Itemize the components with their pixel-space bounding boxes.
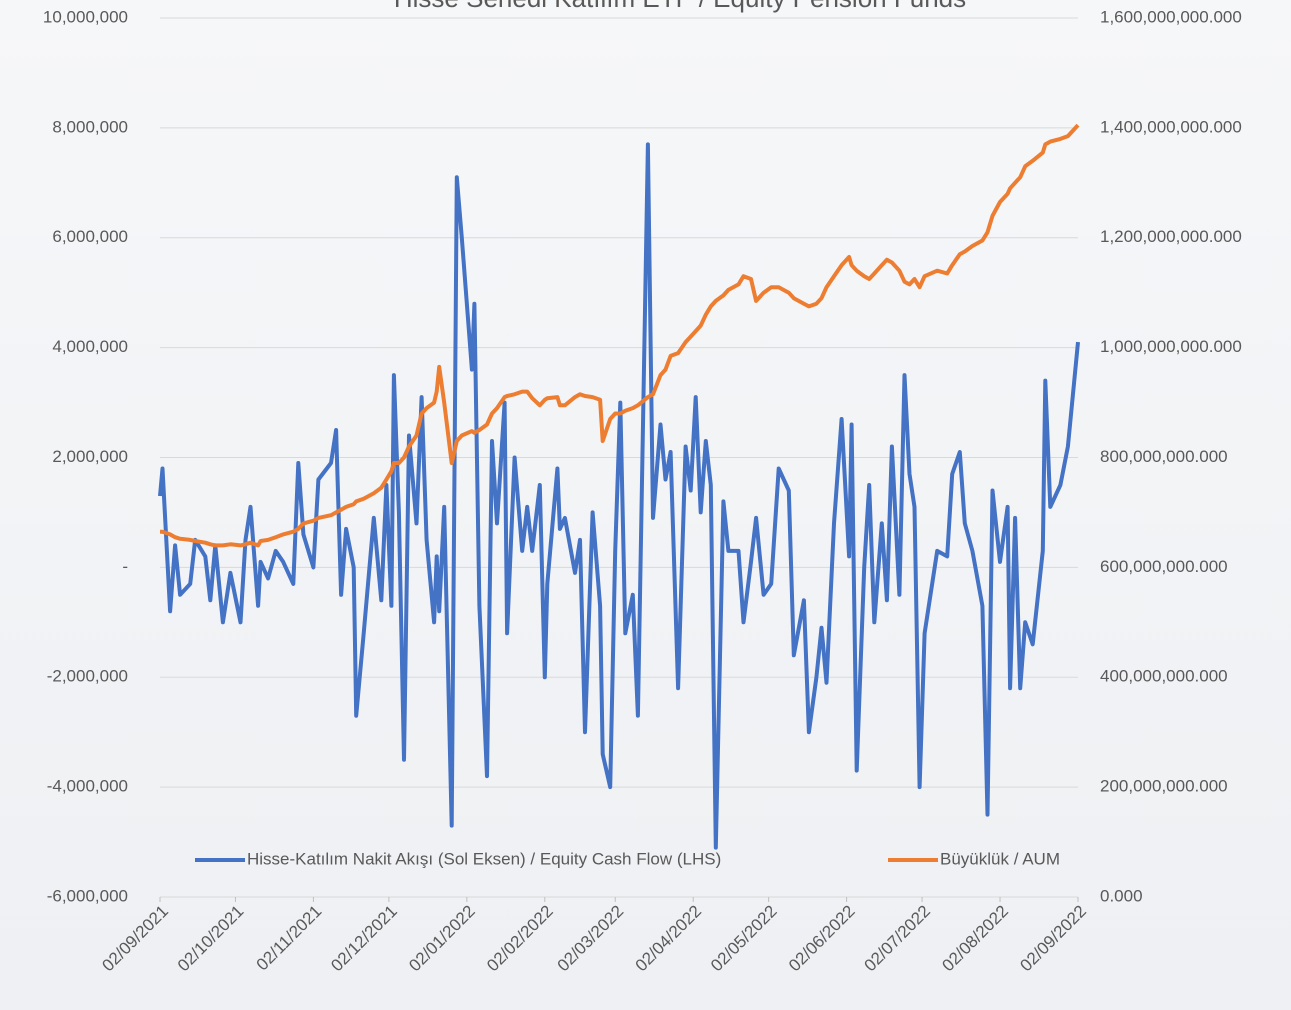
y-tick-label: - bbox=[122, 557, 128, 576]
x-tick-label: 02/11/2021 bbox=[253, 902, 326, 975]
legend-label: Hisse-Katılım Nakit Akışı (Sol Eksen) / … bbox=[247, 849, 721, 868]
y2-tick-label: 0.000 bbox=[1100, 886, 1143, 905]
x-tick-label: 02/08/2022 bbox=[938, 902, 1012, 976]
x-tick-label: 02/12/2021 bbox=[327, 902, 401, 976]
x-tick-label: 02/03/2022 bbox=[554, 902, 628, 976]
x-tick-label: 02/06/2022 bbox=[785, 902, 859, 976]
y2-tick-label: 600,000,000.000 bbox=[1100, 557, 1228, 576]
x-tick-label: 02/01/2022 bbox=[405, 902, 479, 976]
y2-tick-label: 1,000,000,000.000 bbox=[1100, 337, 1242, 356]
x-tick-label: 02/02/2022 bbox=[483, 902, 557, 976]
y-tick-label: 4,000,000 bbox=[52, 337, 128, 356]
series-line bbox=[158, 142, 1080, 850]
series-line bbox=[160, 123, 1080, 548]
legend-label: Büyüklük / AUM bbox=[940, 849, 1060, 868]
y-tick-label: 2,000,000 bbox=[52, 447, 128, 466]
chart-title: Hisse Senedi Katılım ETF / Equity Pensio… bbox=[394, 0, 966, 13]
y2-tick-label: 1,200,000,000.000 bbox=[1100, 227, 1242, 246]
y-tick-label: 6,000,000 bbox=[52, 227, 128, 246]
x-tick-label: 02/09/2022 bbox=[1016, 902, 1090, 976]
y-tick-label: -4,000,000 bbox=[47, 777, 128, 796]
x-tick-label: 02/07/2022 bbox=[860, 902, 934, 976]
y2-tick-label: 1,600,000,000.000 bbox=[1100, 7, 1242, 26]
x-tick-label: 02/05/2022 bbox=[707, 902, 781, 976]
x-tick-label: 02/09/2021 bbox=[98, 902, 172, 976]
y2-tick-label: 400,000,000.000 bbox=[1100, 667, 1228, 686]
y2-tick-label: 800,000,000.000 bbox=[1100, 447, 1228, 466]
y-tick-label: 10,000,000 bbox=[43, 7, 128, 26]
y2-tick-label: 1,400,000,000.000 bbox=[1100, 117, 1242, 136]
y2-tick-label: 200,000,000.000 bbox=[1100, 777, 1228, 796]
x-tick-label: 02/10/2021 bbox=[174, 902, 248, 976]
y-tick-label: -2,000,000 bbox=[47, 667, 128, 686]
x-tick-label: 02/04/2022 bbox=[632, 902, 706, 976]
y-tick-label: 8,000,000 bbox=[52, 117, 128, 136]
y-tick-label: -6,000,000 bbox=[47, 886, 128, 905]
